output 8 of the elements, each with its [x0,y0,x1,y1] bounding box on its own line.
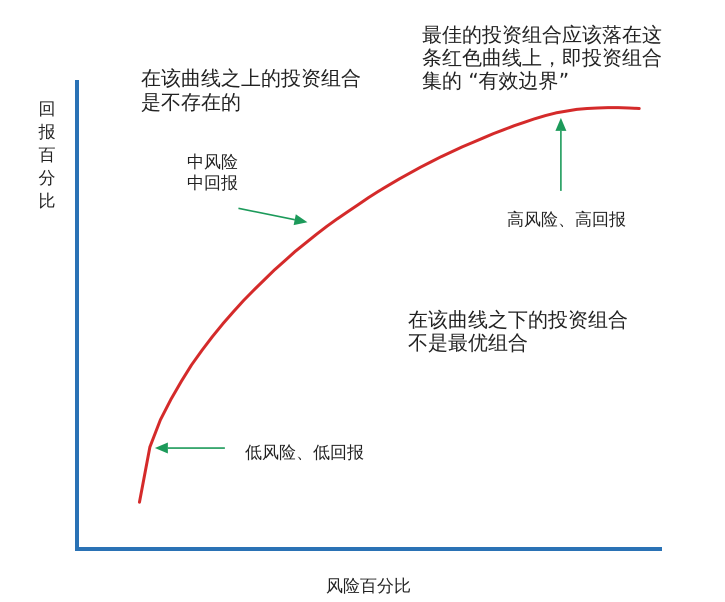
text: 最佳的投资组合应该落在这条红色曲线上，即投资组合集的 “有效边界” [422,22,662,92]
annotation: 中风险中回报 [187,152,238,194]
annotation: 在该曲线之下的投资组合不是最优组合 [408,308,628,354]
annotation: 在该曲线之上的投资组合是不存在的 [141,66,361,114]
annotation: 低风险、低回报 [245,443,364,463]
annotation: 高风险、高回报 [507,210,626,230]
x-axis-title: 风险百分比 [326,576,411,596]
y-axis-title: 回报百分比 [38,100,56,212]
